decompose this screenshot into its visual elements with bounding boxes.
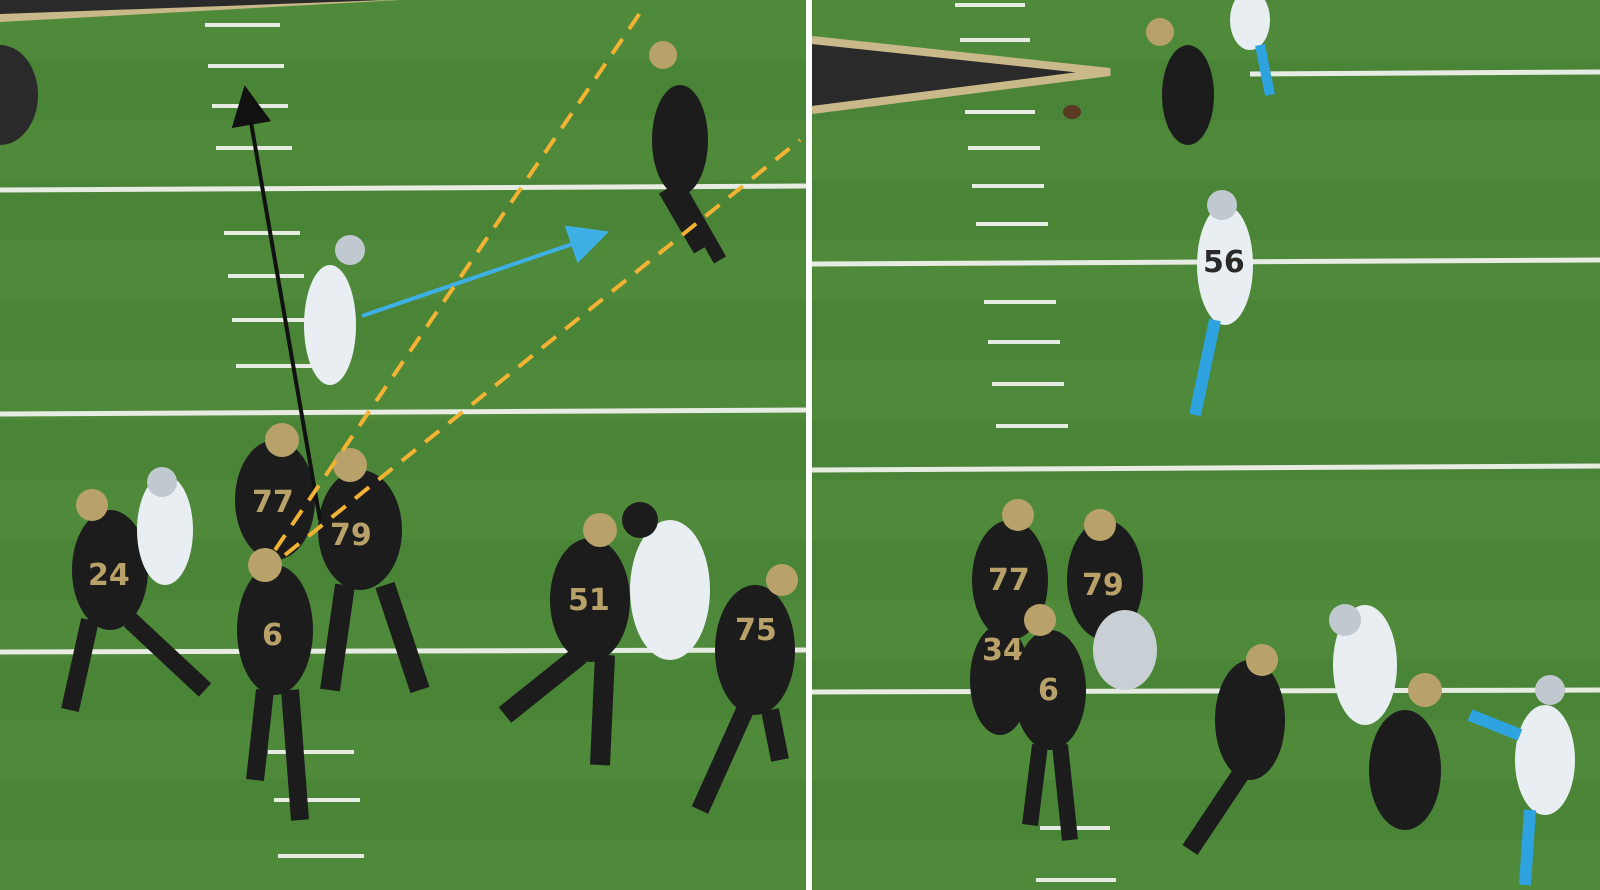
saints-player-79: 79	[318, 448, 430, 694]
passing-lane-dashed-1	[273, 8, 644, 552]
saints-player-77: 77	[235, 423, 315, 560]
saints-player-75: 75	[691, 564, 798, 814]
jersey-number: 6	[262, 618, 283, 653]
saints-lineman-far	[1369, 673, 1442, 830]
left-panel: 24 77 79 6 51 75	[0, 0, 807, 890]
black-route-arrow	[231, 85, 322, 521]
jersey-number: 77	[252, 485, 294, 520]
saints-receiver	[649, 41, 727, 264]
saints-player-51: 51	[498, 513, 630, 766]
panthers-rusher-far	[1467, 675, 1575, 886]
saints-player-79: 79	[1067, 509, 1143, 640]
jersey-number: 6	[1038, 673, 1059, 708]
panthers-lineman-center	[1093, 610, 1157, 690]
saints-lineman-right	[1182, 644, 1285, 855]
panthers-linebacker	[304, 235, 365, 385]
football	[1063, 105, 1081, 119]
jersey-number: 34	[982, 633, 1024, 668]
jersey-number: 56	[1203, 245, 1245, 280]
right-panel: 56 77 79 34 6	[811, 0, 1600, 890]
jersey-number: 79	[330, 518, 372, 553]
panthers-defender-top	[1230, 0, 1275, 96]
saints-quarterback-6: 6	[237, 548, 313, 821]
players-right: 56 77 79 34 6	[970, 0, 1575, 886]
saints-receiver-catching	[1146, 18, 1214, 145]
jersey-number: 75	[735, 613, 777, 648]
players-left: 24 77 79 6 51 75	[61, 41, 798, 821]
panthers-linebacker-56: 56	[1189, 190, 1253, 417]
jersey-number: 24	[88, 558, 130, 593]
panthers-lineman	[622, 502, 710, 660]
panthers-player	[137, 467, 193, 585]
panthers-lineman-right	[1329, 604, 1397, 725]
jersey-number: 77	[988, 563, 1030, 598]
saints-quarterback-6: 6	[1014, 604, 1086, 841]
saints-player-24: 24	[61, 489, 212, 712]
saints-player-34: 34	[970, 625, 1030, 735]
jersey-number: 79	[1082, 568, 1124, 603]
panel-divider	[806, 0, 812, 890]
jersey-number: 51	[568, 583, 610, 618]
blue-route-arrow	[361, 225, 609, 318]
passing-lane-dashed-2	[283, 138, 802, 557]
annotations-left	[231, 8, 802, 557]
